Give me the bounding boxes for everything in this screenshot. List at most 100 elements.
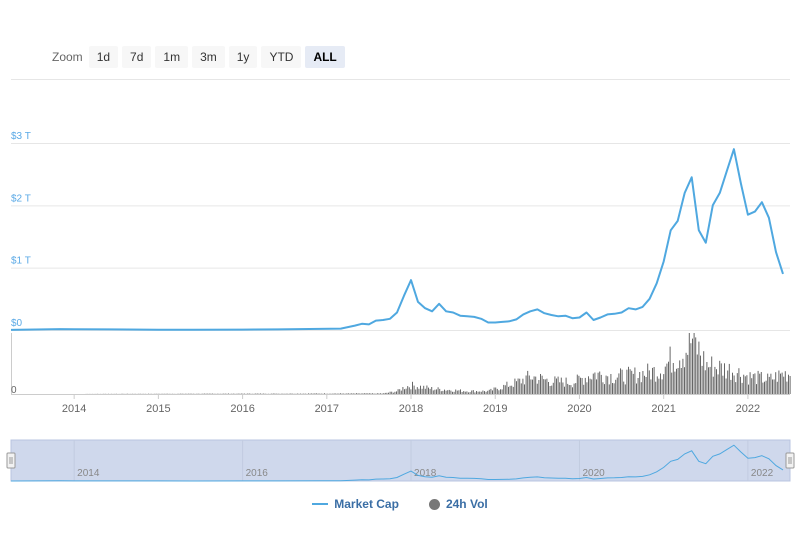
volume-bar xyxy=(506,381,508,394)
volume-bar xyxy=(314,393,316,394)
volume-bar xyxy=(759,373,761,394)
volume-bar xyxy=(448,389,450,394)
volume-bar xyxy=(677,368,679,394)
volume-bar xyxy=(532,379,533,394)
volume-bar xyxy=(770,373,772,394)
volume-bar xyxy=(756,384,757,394)
volume-bar xyxy=(776,381,778,394)
volume-bar xyxy=(581,378,583,394)
volume-bar xyxy=(706,362,708,394)
volume-bar xyxy=(463,391,465,394)
volume-bar xyxy=(567,383,569,394)
volume-bar xyxy=(612,383,613,394)
zoom-all-button[interactable]: ALL xyxy=(305,46,345,68)
x-tick-label: 2020 xyxy=(567,403,591,415)
volume-bar xyxy=(626,369,628,394)
volume-bar xyxy=(765,380,767,394)
volume-bar xyxy=(548,382,549,394)
volume-bar xyxy=(405,388,407,394)
volume-bar xyxy=(565,377,567,394)
volume-bar xyxy=(629,369,631,394)
volume-bar xyxy=(364,393,365,394)
volume-bar xyxy=(720,363,722,394)
volume-bar xyxy=(362,393,364,394)
volume-bar xyxy=(784,371,786,394)
zoom-3m-button[interactable]: 3m xyxy=(192,46,225,68)
volume-bar xyxy=(482,390,484,394)
volume-bar xyxy=(576,374,578,394)
volume-bar xyxy=(434,389,436,394)
volume-bar xyxy=(597,372,599,394)
volume-bar xyxy=(722,375,724,394)
x-tick-label: 2017 xyxy=(315,403,339,415)
volume-bar xyxy=(764,381,765,394)
volume-bar xyxy=(728,363,730,394)
volume-bar xyxy=(676,368,677,394)
volume-bar xyxy=(495,387,497,394)
volume-bar xyxy=(578,375,580,394)
zoom-1y-button[interactable]: 1y xyxy=(228,46,258,68)
volume-bar xyxy=(501,389,503,394)
volume-bar xyxy=(413,385,415,394)
volume-bar xyxy=(584,377,586,394)
legend-item-volume[interactable]: 24h Vol xyxy=(428,497,488,511)
volume-bar xyxy=(672,363,674,394)
volume-bar xyxy=(632,373,634,394)
volume-bar xyxy=(380,393,381,394)
volume-bar xyxy=(228,393,229,394)
zoom-ytd-button[interactable]: YTD xyxy=(261,46,302,68)
volume-bar xyxy=(488,389,490,394)
navigator-left-handle[interactable] xyxy=(6,452,16,469)
volume-bar xyxy=(351,393,353,394)
volume-bar xyxy=(503,384,505,394)
volume-bar xyxy=(378,393,380,394)
volume-bar xyxy=(474,392,476,394)
volume-bar xyxy=(388,392,389,394)
volume-bar xyxy=(428,387,429,394)
volume-bar xyxy=(509,385,511,394)
volume-bar xyxy=(442,390,444,394)
legend-label-volume: 24h Vol xyxy=(445,497,488,511)
zoom-1m-button[interactable]: 1m xyxy=(155,46,189,68)
volume-bar xyxy=(568,385,570,394)
volume-bar xyxy=(480,391,482,394)
volume-bar xyxy=(586,382,588,394)
volume-bar xyxy=(540,374,541,394)
volume-bar xyxy=(749,372,751,394)
zoom-label: Zoom xyxy=(52,50,83,64)
volume-bar xyxy=(650,379,652,394)
volume-bar xyxy=(572,387,573,394)
volume-bar xyxy=(596,379,597,394)
zoom-1d-button[interactable]: 1d xyxy=(88,46,119,68)
volume-bar xyxy=(636,383,637,394)
volume-bar xyxy=(444,389,445,394)
volume-bar xyxy=(248,393,250,394)
volume-bar xyxy=(484,391,485,394)
y-tick-label: $2 T xyxy=(11,193,31,204)
volume-bar xyxy=(256,393,258,394)
volume-bar xyxy=(338,393,340,394)
volume-bar xyxy=(556,378,557,394)
navigator-right-handle[interactable] xyxy=(785,452,795,469)
volume-bar xyxy=(476,391,477,394)
volume-bar xyxy=(717,374,719,394)
volume-bar xyxy=(751,378,753,394)
legend-item-market-cap[interactable]: Market Cap xyxy=(312,497,399,511)
volume-bar xyxy=(712,376,714,394)
volume-bar xyxy=(400,390,402,394)
volume-bar xyxy=(274,393,276,394)
volume-bar xyxy=(668,361,669,394)
volume-bar xyxy=(381,393,383,394)
volume-bar xyxy=(562,382,564,394)
zoom-7d-button[interactable]: 7d xyxy=(122,46,152,68)
volume-bar xyxy=(490,388,492,394)
volume-bar xyxy=(458,390,460,394)
volume-bar xyxy=(744,376,746,394)
volume-bar xyxy=(516,381,517,394)
volume-bar xyxy=(357,393,359,394)
navigator-selection xyxy=(10,439,791,482)
volume-bar xyxy=(492,390,493,394)
volume-bar xyxy=(773,379,775,394)
volume-bar xyxy=(767,373,769,394)
